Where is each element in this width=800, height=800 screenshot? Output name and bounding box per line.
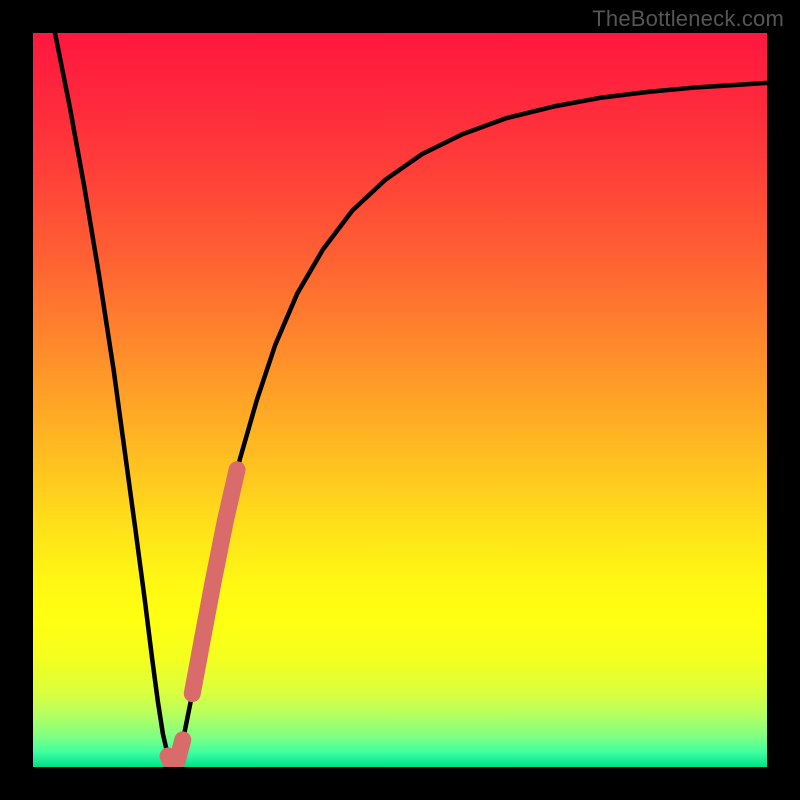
chart-container: TheBottleneck.com	[0, 0, 800, 800]
plot-background	[33, 33, 767, 767]
attribution-label: TheBottleneck.com	[592, 6, 784, 32]
bottleneck-chart	[0, 0, 800, 800]
